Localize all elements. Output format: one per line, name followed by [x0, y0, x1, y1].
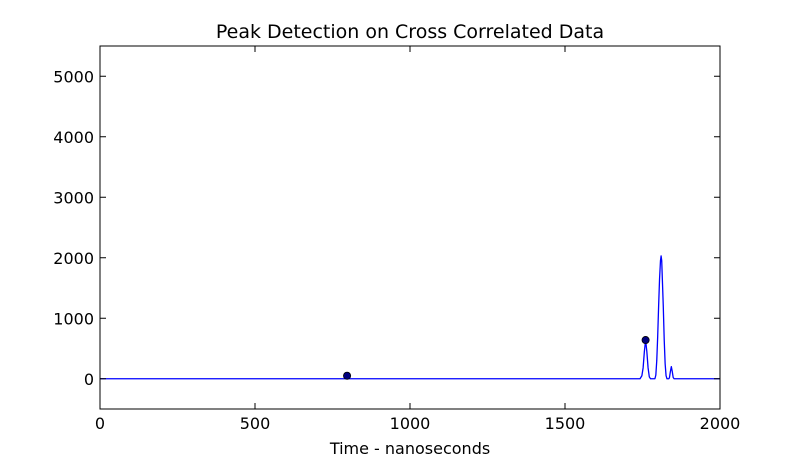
y-tick-label: 4000 — [53, 128, 94, 147]
peak-marker — [641, 336, 650, 345]
y-tick-label: 1000 — [53, 309, 94, 328]
x-tick-label: 2000 — [700, 414, 741, 433]
plot-area — [100, 255, 720, 380]
x-axis-label: Time - nanoseconds — [329, 439, 490, 455]
x-tick-label: 1500 — [545, 414, 586, 433]
peak-marker — [343, 371, 352, 380]
series-line-0 — [100, 255, 720, 380]
x-tick-label: 500 — [240, 414, 271, 433]
x-tick-label: 1000 — [390, 414, 431, 433]
y-tick-label: 2000 — [53, 249, 94, 268]
axis-ticks: 0 500 1000 1500 2000 0 1000 2000 3000 4000 5000 — [53, 46, 740, 433]
chart-title: Peak Detection on Cross Correlated Data — [216, 21, 604, 43]
y-tick-label: 0 — [84, 370, 94, 389]
x-tick-label: 0 — [95, 414, 105, 433]
y-tick-label: 5000 — [53, 67, 94, 86]
y-tick-label: 3000 — [53, 188, 94, 207]
